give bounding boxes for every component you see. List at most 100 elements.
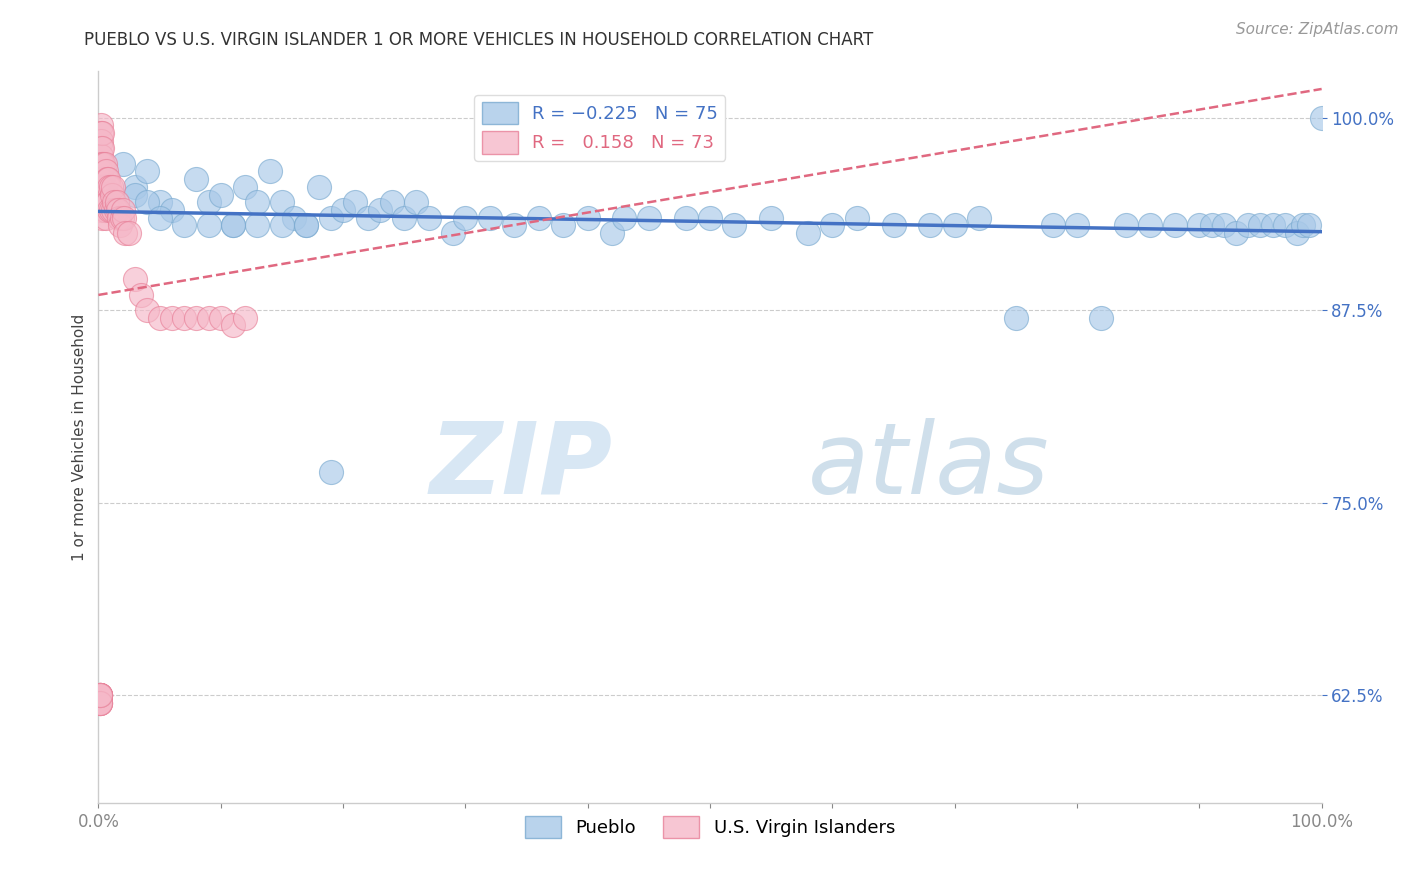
Point — [233, 179, 256, 194]
Point — [89, 688, 111, 702]
Point — [149, 211, 172, 225]
Point — [381, 195, 404, 210]
Point — [1310, 111, 1333, 125]
Point — [259, 164, 281, 178]
Point — [124, 272, 146, 286]
Point — [1225, 226, 1247, 240]
Point — [197, 219, 219, 233]
Point — [89, 688, 111, 702]
Point — [108, 211, 131, 225]
Point — [761, 211, 783, 225]
Point — [308, 179, 330, 194]
Point — [91, 157, 114, 171]
Point — [90, 164, 112, 178]
Point — [1164, 219, 1187, 233]
Point — [118, 226, 141, 240]
Point — [454, 211, 477, 225]
Point — [89, 688, 111, 702]
Point — [89, 688, 111, 702]
Point — [209, 310, 232, 325]
Point — [98, 202, 121, 217]
Point — [129, 287, 152, 301]
Point — [1249, 219, 1271, 233]
Point — [89, 688, 111, 702]
Point — [1201, 219, 1223, 233]
Point — [233, 310, 256, 325]
Point — [1292, 219, 1315, 233]
Point — [114, 226, 136, 240]
Point — [93, 179, 115, 194]
Point — [89, 696, 111, 710]
Point — [222, 219, 245, 233]
Point — [1004, 310, 1026, 325]
Text: atlas: atlas — [808, 417, 1049, 515]
Point — [845, 211, 868, 225]
Point — [89, 688, 111, 702]
Point — [97, 195, 120, 210]
Point — [943, 219, 966, 233]
Point — [160, 202, 183, 217]
Point — [600, 226, 623, 240]
Point — [613, 211, 636, 225]
Point — [91, 211, 114, 225]
Point — [100, 179, 122, 194]
Point — [149, 310, 172, 325]
Point — [101, 187, 124, 202]
Point — [270, 219, 294, 233]
Point — [186, 172, 208, 186]
Point — [101, 179, 124, 194]
Point — [637, 211, 661, 225]
Y-axis label: 1 or more Vehicles in Household: 1 or more Vehicles in Household — [72, 313, 87, 561]
Point — [91, 195, 114, 210]
Text: ZIP: ZIP — [429, 417, 612, 515]
Point — [295, 219, 318, 233]
Point — [94, 164, 117, 178]
Point — [91, 202, 114, 217]
Point — [91, 141, 114, 155]
Point — [111, 157, 134, 171]
Point — [699, 211, 721, 225]
Point — [91, 157, 114, 171]
Point — [186, 310, 208, 325]
Point — [111, 202, 134, 217]
Point — [91, 172, 114, 186]
Point — [368, 202, 391, 217]
Point — [576, 211, 599, 225]
Point — [90, 195, 112, 210]
Point — [405, 195, 427, 210]
Point — [136, 195, 159, 210]
Point — [91, 187, 114, 202]
Point — [332, 202, 354, 217]
Point — [319, 211, 342, 225]
Point — [295, 219, 318, 233]
Point — [222, 318, 245, 333]
Point — [90, 134, 112, 148]
Point — [527, 211, 550, 225]
Point — [90, 118, 112, 132]
Point — [103, 195, 125, 210]
Point — [356, 211, 378, 225]
Point — [920, 219, 942, 233]
Point — [1237, 219, 1260, 233]
Point — [91, 179, 114, 194]
Point — [270, 195, 294, 210]
Point — [173, 310, 195, 325]
Point — [105, 195, 128, 210]
Point — [1298, 219, 1320, 233]
Point — [97, 172, 120, 186]
Point — [1261, 219, 1284, 233]
Point — [1212, 219, 1234, 233]
Point — [478, 211, 501, 225]
Point — [90, 202, 112, 217]
Point — [222, 219, 245, 233]
Point — [93, 157, 115, 171]
Point — [1115, 219, 1137, 233]
Point — [392, 211, 416, 225]
Point — [90, 157, 112, 171]
Point — [90, 126, 112, 140]
Point — [553, 219, 575, 233]
Point — [246, 219, 269, 233]
Point — [94, 211, 117, 225]
Point — [100, 202, 122, 217]
Point — [319, 465, 342, 479]
